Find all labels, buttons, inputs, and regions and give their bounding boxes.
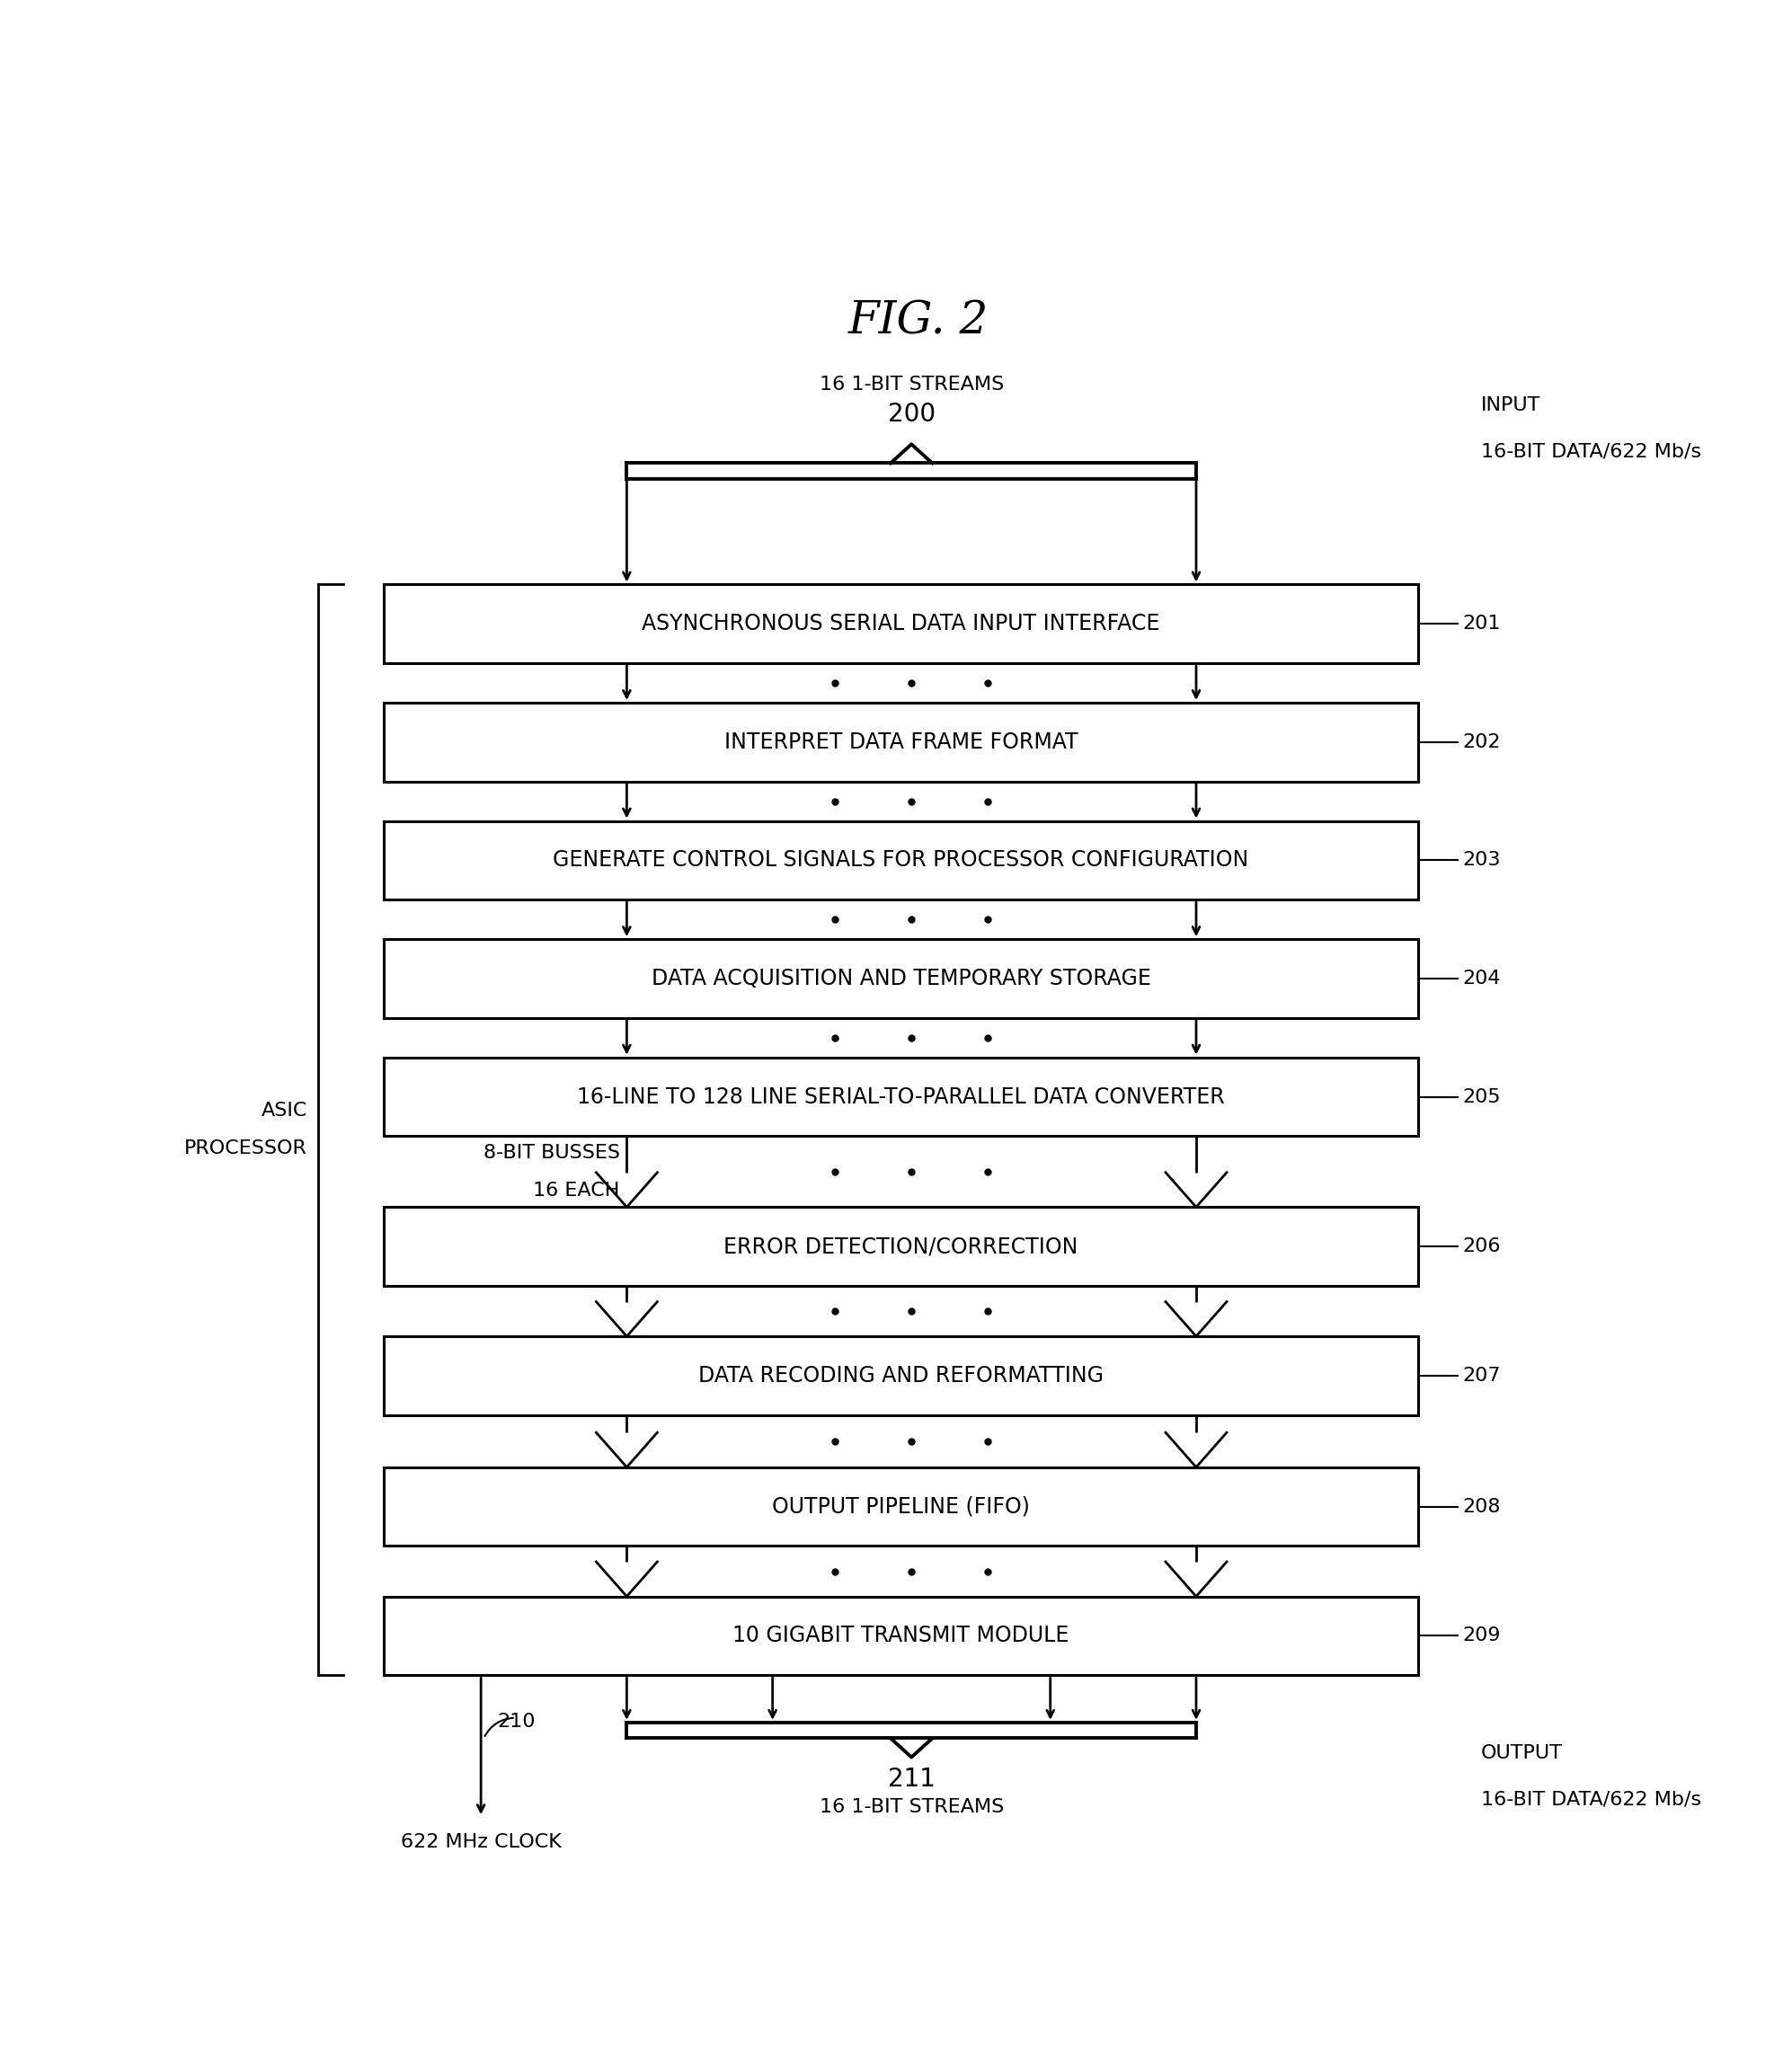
Text: 206: 206 [1462, 1238, 1502, 1255]
Text: 200: 200 [887, 401, 935, 428]
Text: 16 1-BIT STREAMS: 16 1-BIT STREAMS [819, 1797, 1004, 1816]
Bar [383, 1208, 1419, 1286]
Text: 16 EACH: 16 EACH [534, 1181, 620, 1200]
Text: 16-BIT DATA/622 Mb/s: 16-BIT DATA/622 Mb/s [1480, 1791, 1701, 1808]
Text: INPUT: INPUT [1480, 397, 1541, 413]
Text: 209: 209 [1462, 1627, 1502, 1646]
Text: DATA ACQUISITION AND TEMPORARY STORAGE: DATA ACQUISITION AND TEMPORARY STORAGE [650, 968, 1150, 989]
Text: INTERPRET DATA FRAME FORMAT: INTERPRET DATA FRAME FORMAT [724, 731, 1079, 753]
Bar [383, 940, 1419, 1017]
Bar [383, 585, 1419, 663]
Text: 16 1-BIT STREAMS: 16 1-BIT STREAMS [819, 375, 1004, 393]
Text: ASIC: ASIC [262, 1101, 308, 1120]
Text: 8-BIT BUSSES: 8-BIT BUSSES [484, 1144, 620, 1163]
Bar [383, 1337, 1419, 1414]
Text: ASYNCHRONOUS SERIAL DATA INPUT INTERFACE: ASYNCHRONOUS SERIAL DATA INPUT INTERFACE [642, 614, 1159, 635]
Text: 202: 202 [1462, 733, 1502, 751]
Text: 207: 207 [1462, 1367, 1502, 1384]
Text: 208: 208 [1462, 1498, 1502, 1515]
Bar [383, 821, 1419, 901]
Text: DATA RECODING AND REFORMATTING: DATA RECODING AND REFORMATTING [699, 1365, 1104, 1386]
Text: 16-LINE TO 128 LINE SERIAL-TO-PARALLEL DATA CONVERTER: 16-LINE TO 128 LINE SERIAL-TO-PARALLEL D… [577, 1087, 1226, 1107]
Text: 211: 211 [887, 1767, 935, 1791]
Bar [383, 702, 1419, 782]
Text: 622 MHz CLOCK: 622 MHz CLOCK [401, 1832, 561, 1850]
Text: 204: 204 [1462, 970, 1502, 987]
Text: 16-BIT DATA/622 Mb/s: 16-BIT DATA/622 Mb/s [1480, 442, 1701, 461]
Text: 10 GIGABIT TRANSMIT MODULE: 10 GIGABIT TRANSMIT MODULE [733, 1625, 1070, 1646]
Text: 203: 203 [1462, 852, 1502, 870]
Text: GENERATE CONTROL SIGNALS FOR PROCESSOR CONFIGURATION: GENERATE CONTROL SIGNALS FOR PROCESSOR C… [554, 850, 1249, 872]
Text: 210: 210 [498, 1713, 536, 1730]
Text: 201: 201 [1462, 614, 1502, 633]
Text: 205: 205 [1462, 1087, 1502, 1105]
Text: ERROR DETECTION/CORRECTION: ERROR DETECTION/CORRECTION [724, 1236, 1079, 1257]
Bar [383, 1058, 1419, 1136]
Bar [383, 1468, 1419, 1545]
Text: FIG. 2: FIG. 2 [848, 299, 989, 344]
Bar [383, 1597, 1419, 1674]
Text: PROCESSOR: PROCESSOR [185, 1140, 308, 1159]
Text: OUTPUT: OUTPUT [1480, 1744, 1563, 1762]
Text: OUTPUT PIPELINE (FIFO): OUTPUT PIPELINE (FIFO) [772, 1496, 1030, 1517]
